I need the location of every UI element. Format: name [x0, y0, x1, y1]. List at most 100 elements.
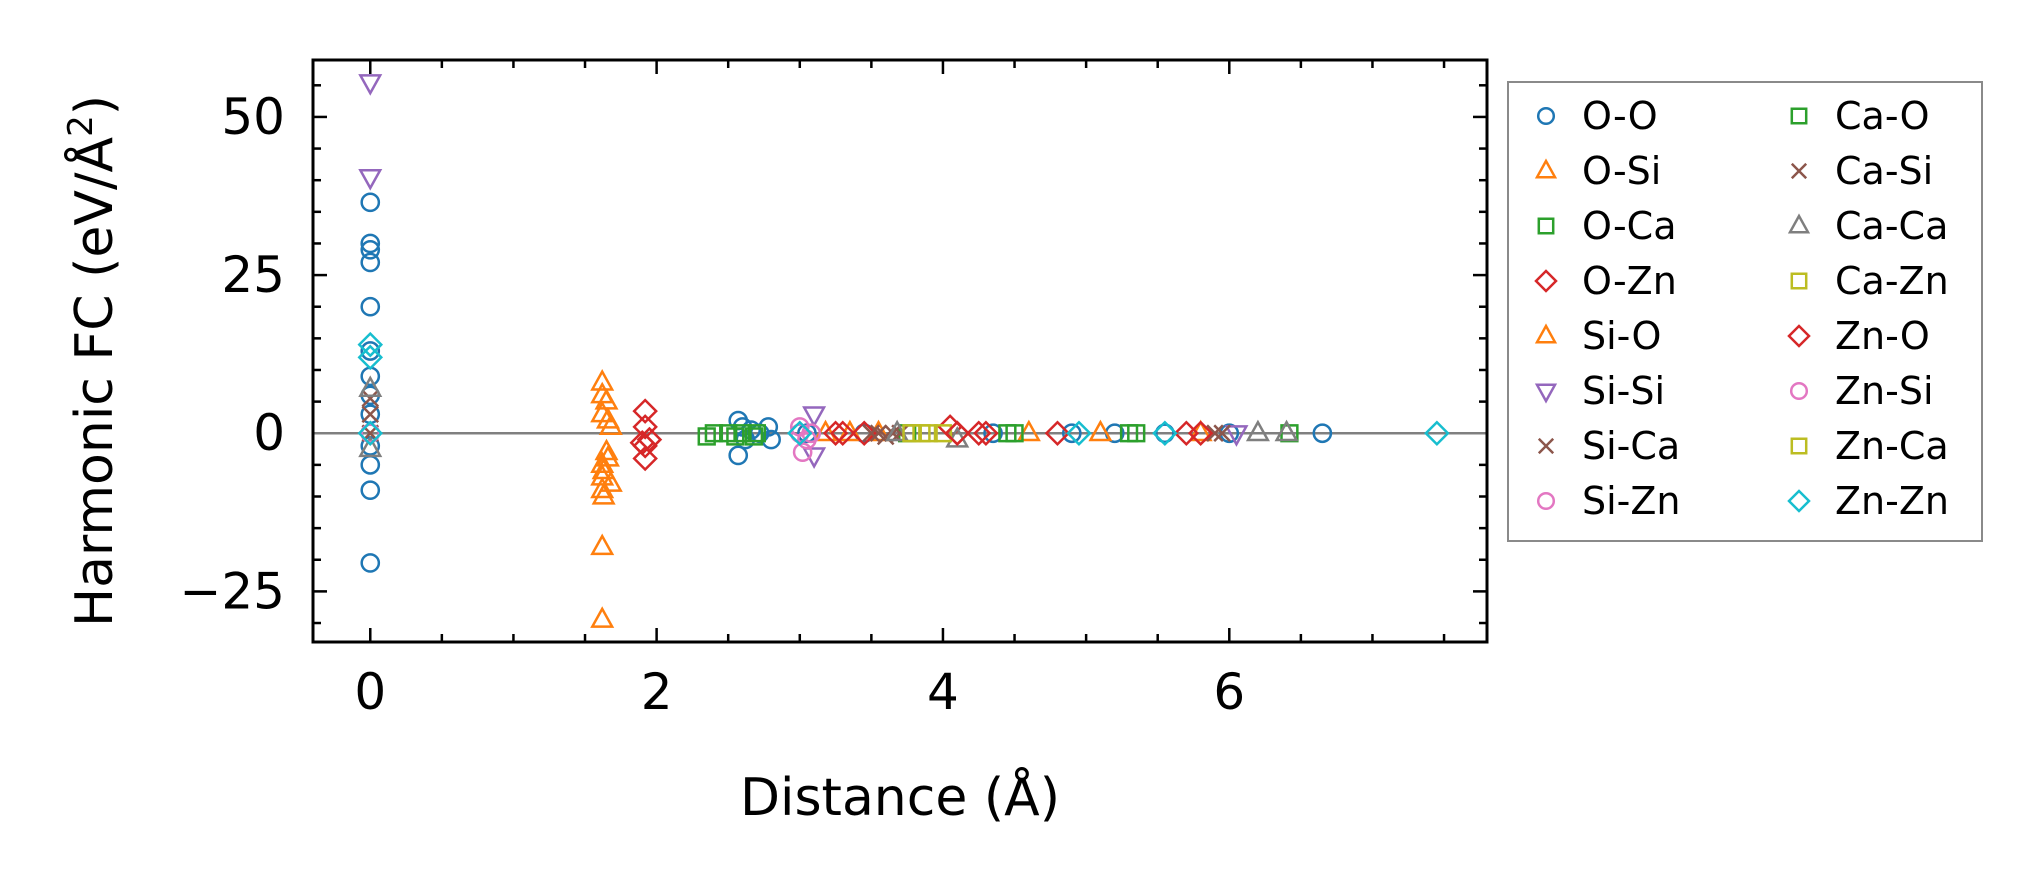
data-point-o-si [590, 606, 615, 628]
legend-marker-o-ca [1537, 217, 1555, 235]
legend-label: Si-Ca [1582, 424, 1680, 468]
legend-label: Zn-Si [1835, 369, 1934, 413]
legend-label: Zn-O [1835, 314, 1930, 358]
legend-marker-ca-si [1790, 162, 1808, 180]
legend-marker-ca-o [1790, 107, 1808, 125]
data-point-o-o [360, 553, 381, 573]
legend-label: Zn-Ca [1835, 424, 1949, 468]
legend-label: O-Si [1582, 149, 1661, 193]
y-axis-label: Harmonic FC (eV/Å2) [61, 95, 125, 627]
data-point-si-o [595, 407, 620, 429]
tick-marks [313, 60, 1487, 642]
legend-marker-zn-si [1789, 381, 1809, 401]
data-point-o-si [590, 451, 615, 473]
data-point-o-o [1061, 423, 1082, 444]
data-point-o-si [1016, 419, 1041, 442]
data-point-o-o [360, 455, 381, 475]
data-point-zn-ca [902, 424, 921, 443]
data-point-ca-ca [1245, 419, 1270, 442]
data-point-o-si [1088, 419, 1113, 442]
legend-label: O-O [1582, 94, 1658, 138]
data-point-o-o [360, 341, 381, 361]
x-axis-label: Distance (Å) [740, 766, 1060, 828]
data-point-o-si [590, 463, 615, 486]
data-point-si-si [1224, 425, 1249, 447]
y-tick-label: 0 [253, 404, 285, 462]
x-tick-label: 6 [1213, 663, 1245, 721]
data-point-si-si [802, 447, 827, 469]
legend-marker-ca-zn [1790, 272, 1808, 290]
legend-marker-si-o [1534, 323, 1558, 344]
data-point-zn-o [973, 420, 999, 447]
data-point-o-o [1155, 423, 1175, 444]
legend-label: Si-Si [1582, 369, 1665, 413]
data-point-ca-o [726, 427, 745, 446]
data-point-o-o [360, 239, 381, 260]
data-point-ca-o [998, 424, 1017, 443]
data-point-ca-ca [1274, 419, 1299, 442]
legend-box [1507, 81, 1983, 542]
data-point-o-zn [636, 426, 663, 453]
data-points [357, 74, 1450, 628]
data-point-o-o [728, 445, 749, 466]
legend-label: Ca-Zn [1835, 259, 1949, 303]
legend-label: O-Zn [1582, 259, 1677, 303]
data-point-o-si [590, 369, 615, 391]
tick-labels: 0 2 4 6 −25 0 25 50 [179, 88, 1245, 721]
data-point-o-ca [744, 427, 764, 446]
data-point-o-si [590, 533, 615, 556]
legend-label: O-Ca [1582, 204, 1677, 248]
data-point-zn-zn [357, 344, 384, 371]
x-tick-label: 2 [641, 663, 673, 721]
data-point-o-zn [632, 398, 658, 424]
data-point-zn-o [829, 420, 856, 447]
data-point-zn-o [629, 429, 656, 456]
legend-label: Ca-Si [1835, 149, 1933, 193]
x-tick-label: 0 [354, 663, 386, 721]
legend-marker-si-zn [1536, 491, 1556, 511]
data-point-o-o [360, 480, 381, 501]
data-point-si-si [802, 406, 827, 428]
data-point-si-o [591, 482, 616, 505]
data-point-o-si [590, 476, 615, 499]
data-point-ca-ca [358, 435, 383, 458]
data-point-ca-o [704, 424, 724, 443]
data-point-zn-zn [357, 420, 384, 447]
y-tick-label: −25 [179, 562, 285, 620]
data-point-o-o [360, 296, 381, 317]
data-point-o-si [594, 388, 619, 410]
data-point-ca-o [747, 424, 766, 443]
data-point-ca-si [862, 424, 881, 443]
data-point-o-zn [822, 420, 849, 447]
legend-label: Ca-O [1835, 94, 1930, 138]
data-point-o-ca [1005, 424, 1024, 443]
data-point-si-si [358, 168, 383, 191]
data-point-o-o [360, 192, 381, 213]
data-point-si-si [358, 74, 383, 96]
legend-marker-o-si [1534, 158, 1558, 179]
data-point-ca-si [361, 389, 380, 408]
data-point-si-ca [361, 405, 380, 424]
data-point-zn-si [360, 423, 381, 444]
data-point-ca-zn [933, 424, 953, 443]
data-point-zn-zn [357, 331, 384, 358]
legend-marker-si-ca [1537, 437, 1555, 455]
legend-label: Si-O [1582, 314, 1661, 358]
data-point-zn-zn [1424, 420, 1450, 447]
data-point-o-si [598, 470, 623, 492]
data-point-si-o [591, 457, 616, 480]
x-tick-label: 4 [927, 663, 959, 721]
y-tick-label: 25 [221, 246, 285, 304]
legend-marker-o-o [1536, 106, 1556, 126]
legend-marker-si-si [1534, 383, 1558, 404]
data-point-o-o [360, 252, 381, 273]
legend-label: Zn-Zn [1835, 479, 1949, 523]
data-point-zn-zn [1066, 420, 1092, 447]
data-point-ca-ca [358, 375, 383, 398]
data-point-o-zn [632, 445, 658, 472]
data-point-zn-o [1187, 420, 1214, 447]
legend-marker-ca-ca [1787, 213, 1811, 234]
data-point-o-si [594, 438, 619, 461]
data-point-si-zn [792, 442, 813, 463]
